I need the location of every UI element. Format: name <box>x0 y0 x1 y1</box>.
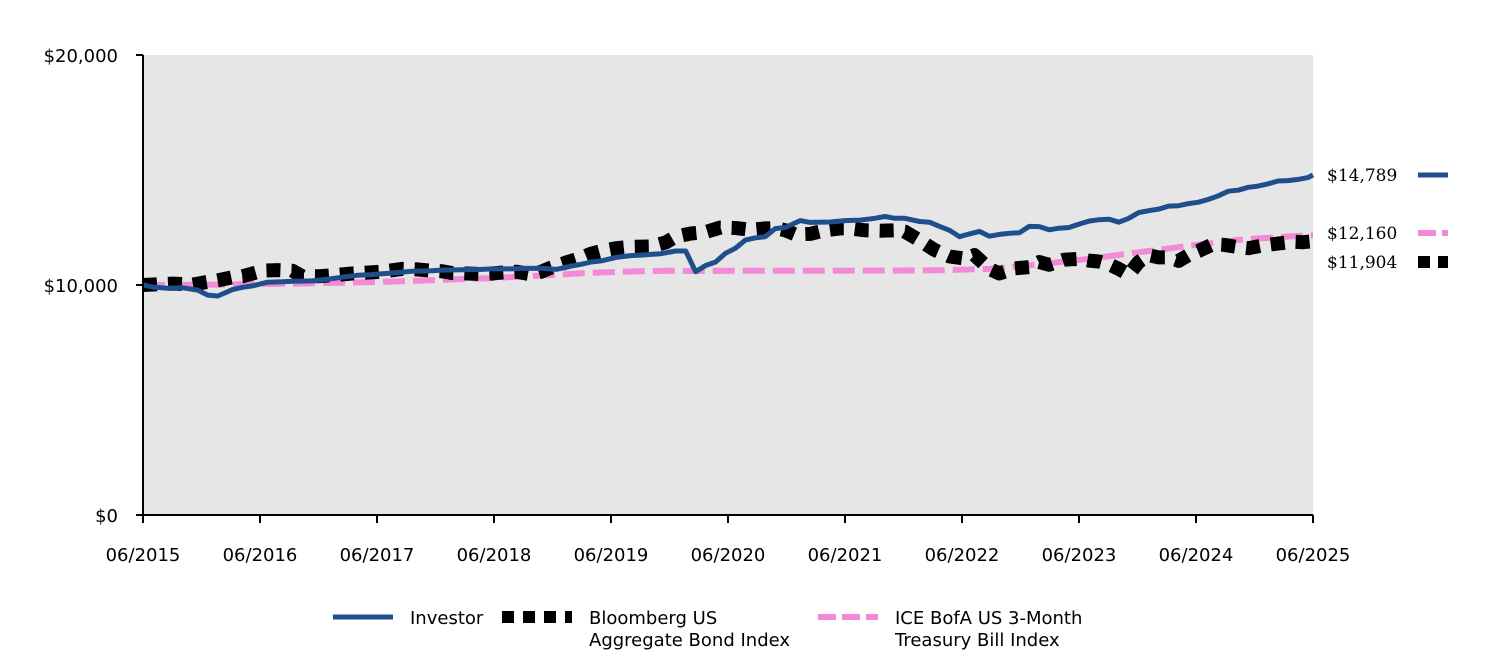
series-layer <box>142 172 1315 299</box>
x-tick-label: 06/2017 <box>340 545 415 566</box>
x-tick-label: 06/2023 <box>1042 545 1117 566</box>
plot-area <box>143 55 1313 515</box>
ticks-layer: $0 $10,000 $20,000 06/2015 06/2016 06/2017 06/… <box>44 46 1351 566</box>
x-tick-label: 06/2015 <box>106 545 181 566</box>
legend-label-bloomberg-aggregate-bond: Aggregate Bond Index <box>589 630 790 651</box>
x-tick-label: 06/2020 <box>691 545 766 566</box>
end-labels: $14,789 $12,160 $11,904 <box>1327 166 1448 273</box>
series-line-investor <box>142 172 1315 299</box>
y-tick-label: $10,000 <box>44 276 118 297</box>
legend-label-investor: Investor <box>410 608 484 629</box>
x-tick-label: 06/2018 <box>457 545 532 566</box>
end-label-bloomberg-aggregate-bond: $11,904 <box>1327 253 1397 273</box>
end-label-ice-bofa-3-month-tbill: $12,160 <box>1327 224 1397 244</box>
x-tick-label: 06/2016 <box>223 545 298 566</box>
x-tick-label: 06/2021 <box>808 545 883 566</box>
legend-label-bloomberg-aggregate-bond: Bloomberg US <box>589 608 717 629</box>
end-label-investor: $14,789 <box>1327 166 1397 186</box>
x-tick-label: 06/2022 <box>925 545 1000 566</box>
series-line-ice-bofa-3-month-tbill <box>142 232 1314 288</box>
y-tick-label: $20,000 <box>44 46 118 67</box>
x-tick-label: 06/2019 <box>574 545 649 566</box>
x-tick-label: 06/2025 <box>1276 545 1351 566</box>
legend-label-ice-bofa-3-month-tbill: Treasury Bill Index <box>894 630 1060 651</box>
legend-label-ice-bofa-3-month-tbill: ICE BofA US 3-Month <box>895 608 1082 629</box>
y-tick-label: $0 <box>95 506 118 527</box>
x-tick-label: 06/2024 <box>1159 545 1234 566</box>
